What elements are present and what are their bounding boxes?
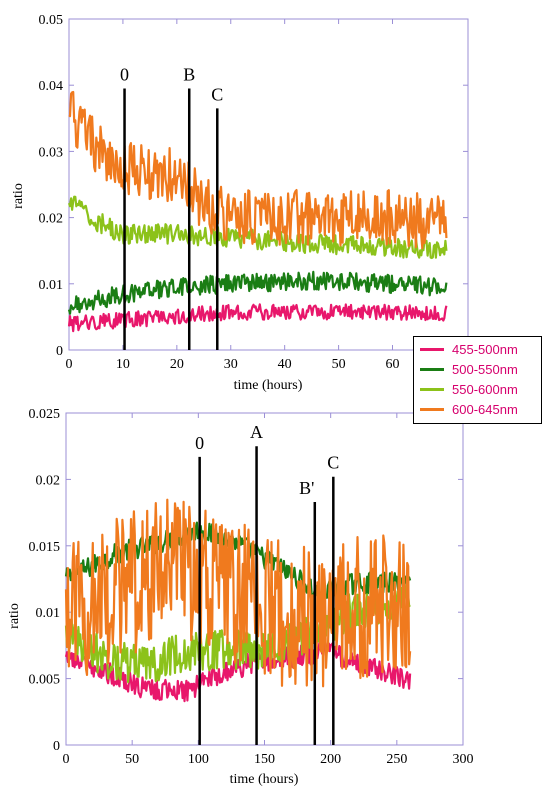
- series-line-500-550nm: [67, 270, 448, 315]
- series-line-455-500nm: [67, 303, 448, 333]
- y-tick-label: 0.01: [36, 606, 61, 621]
- marker-label: B': [299, 478, 314, 498]
- y-tick-label: 0.01: [39, 278, 64, 293]
- x-tick-label: 100: [188, 752, 209, 767]
- axis-ticks: 0 10 20 30 40 50 60 0 0.01 0.02 0.03 0.04 0.05: [39, 13, 468, 372]
- legend-label: 500-550nm: [452, 361, 518, 377]
- chart-bottom: 0 50 100 150 200 250 300 0 0.005 0.01 0.015 0.02 0.0…: [7, 407, 474, 787]
- legend-item: 455-500nm: [420, 341, 518, 357]
- y-tick-label: 0.005: [29, 673, 61, 688]
- legend: 455-500nm 500-550nm 550-600nm 600-645nm: [413, 336, 542, 424]
- chart-top: 0 10 20 30 40 50 60 0 0.01 0.02 0.03 0.04 0.05 0 BC r…: [11, 13, 469, 393]
- plot-frame: [68, 18, 469, 351]
- x-tick-label: 150: [254, 752, 275, 767]
- legend-swatch: [420, 347, 444, 351]
- x-tick-label: 50: [125, 752, 139, 767]
- y-tick-label: 0.015: [29, 540, 61, 555]
- legend-item: 600-645nm: [420, 401, 518, 417]
- series-line-455-500nm: [64, 641, 412, 703]
- marker-lines: 0 BC: [120, 65, 223, 350]
- x-tick-label: 300: [453, 752, 474, 767]
- marker-label: 0: [195, 433, 204, 453]
- series-line-600-645nm: [68, 90, 448, 250]
- legend-item: 550-600nm: [420, 381, 518, 397]
- x-tick-label: 10: [116, 357, 130, 372]
- x-tick-label: 40: [278, 357, 292, 372]
- y-tick-label: 0.025: [29, 407, 61, 422]
- y-axis-label: ratio: [11, 183, 26, 209]
- y-axis-label: ratio: [7, 603, 22, 629]
- series-line-600-645nm: [64, 498, 412, 688]
- y-tick-label: 0: [56, 344, 63, 359]
- x-axis-label: time (hours): [230, 772, 299, 787]
- axis-ticks: 0 50 100 150 200 250 300 0 0.005 0.01 0.015 0.02 0.0…: [29, 407, 474, 767]
- marker-label: A: [250, 422, 263, 442]
- x-tick-label: 30: [224, 357, 238, 372]
- marker-label: C: [327, 453, 339, 473]
- legend-swatch: [420, 367, 444, 371]
- marker-label: C: [211, 84, 223, 104]
- legend-label: 455-500nm: [452, 341, 518, 357]
- legend-swatch: [420, 407, 444, 411]
- y-tick-label: 0.03: [39, 145, 64, 160]
- x-tick-label: 60: [386, 357, 400, 372]
- y-tick-label: 0.02: [36, 473, 61, 488]
- marker-lines: 0 A B' C: [195, 422, 339, 745]
- x-tick-label: 50: [332, 357, 346, 372]
- y-tick-label: 0.05: [39, 13, 64, 28]
- legend-label: 600-645nm: [452, 401, 518, 417]
- series-group: [67, 90, 448, 333]
- x-tick-label: 0: [63, 752, 70, 767]
- marker-label: 0: [120, 65, 129, 85]
- legend-item: 500-550nm: [420, 361, 518, 377]
- y-tick-label: 0.02: [39, 212, 64, 227]
- x-tick-label: 20: [170, 357, 184, 372]
- legend-swatch: [420, 387, 444, 391]
- legend-label: 550-600nm: [452, 381, 518, 397]
- series-group: [64, 498, 412, 703]
- x-tick-label: 250: [386, 752, 407, 767]
- marker-label: B: [183, 65, 195, 85]
- y-tick-label: 0: [53, 739, 60, 754]
- x-tick-label: 200: [320, 752, 341, 767]
- x-tick-label: 0: [66, 357, 73, 372]
- series-line-550-600nm: [67, 195, 448, 260]
- x-axis-label: time (hours): [234, 378, 303, 393]
- y-tick-label: 0.04: [39, 79, 64, 94]
